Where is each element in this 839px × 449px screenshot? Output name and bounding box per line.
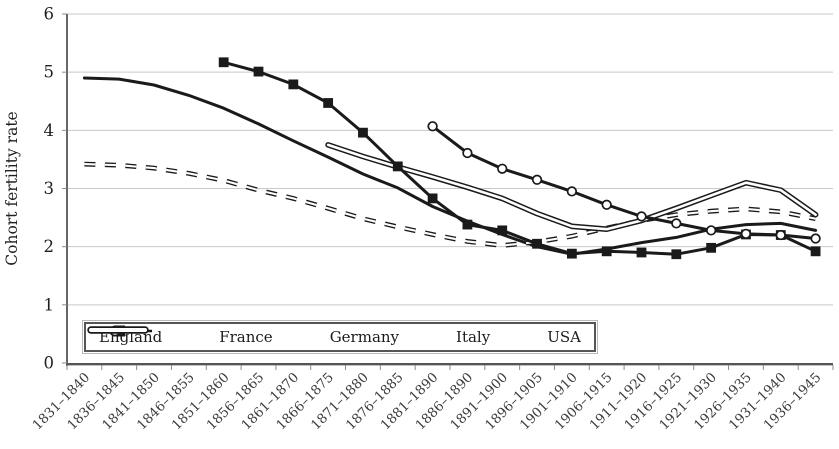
legend-label-usa: USA xyxy=(547,327,581,346)
legend-label-france: France xyxy=(219,327,273,346)
germany-marker xyxy=(636,247,647,258)
germany-marker xyxy=(427,193,438,204)
france-line xyxy=(84,161,817,248)
italy-marker xyxy=(705,225,717,236)
y-tick-label: 2 xyxy=(44,237,55,256)
germany-marker xyxy=(566,248,577,259)
y-axis-title: Cohort fertility rate xyxy=(3,111,21,265)
germany-marker xyxy=(706,242,717,253)
y-tick-label: 0 xyxy=(44,354,55,373)
legend-label-germany: Germany xyxy=(329,327,400,346)
italy-marker xyxy=(462,147,473,159)
y-tick-label: 4 xyxy=(44,121,55,140)
italy-line xyxy=(431,124,818,240)
italy-marker xyxy=(775,229,786,241)
legend-item-usa: USA xyxy=(87,326,581,346)
germany-marker xyxy=(218,57,229,68)
legend: England France Germany Italy xyxy=(84,322,596,352)
y-tick-label: 3 xyxy=(44,179,55,198)
legend-label-italy: Italy xyxy=(456,327,491,346)
legend-item-germany: Germany xyxy=(88,325,400,346)
y-tick-label: 6 xyxy=(44,5,55,24)
germany-marker xyxy=(253,66,264,77)
germany-marker xyxy=(601,246,612,257)
y-tick-label: 5 xyxy=(44,63,55,82)
france-line-core xyxy=(84,163,816,247)
germany-marker xyxy=(323,98,334,108)
y-tick-label: 1 xyxy=(44,295,55,314)
germany-marker xyxy=(358,127,368,138)
italy-marker xyxy=(566,186,578,197)
usa-line-core xyxy=(326,143,817,231)
germany-marker xyxy=(810,246,821,257)
germany-marker xyxy=(497,225,508,236)
germany-marker xyxy=(532,238,542,249)
italy-marker xyxy=(636,211,647,222)
germany-marker xyxy=(392,161,403,172)
italy-marker xyxy=(427,121,438,132)
legend-item-italy: Italy xyxy=(88,325,491,346)
germany-marker xyxy=(288,79,299,90)
germany-marker xyxy=(671,249,682,260)
italy-marker xyxy=(740,228,752,240)
germany-marker xyxy=(462,219,473,230)
legend-item-france: France xyxy=(89,327,273,346)
italy-marker xyxy=(531,174,543,185)
italy-marker xyxy=(810,233,821,244)
usa-double-line-sample xyxy=(87,326,149,334)
england-line xyxy=(82,76,818,256)
italy-marker xyxy=(601,199,612,210)
italy-marker xyxy=(497,163,508,174)
germany-line xyxy=(222,60,818,256)
italy-marker xyxy=(671,218,682,229)
